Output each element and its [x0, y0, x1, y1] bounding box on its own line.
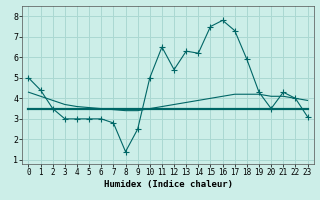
X-axis label: Humidex (Indice chaleur): Humidex (Indice chaleur) [103, 180, 233, 189]
